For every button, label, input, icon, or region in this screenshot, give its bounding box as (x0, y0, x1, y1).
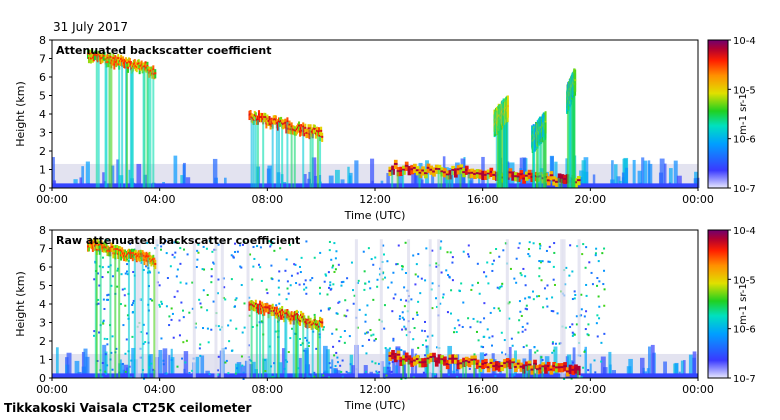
x-tick-label: 08:00 (251, 383, 283, 396)
x-axis-label: Time (UTC) (344, 399, 406, 412)
x-tick-label: 20:00 (574, 193, 606, 206)
x-tick-label: 12:00 (359, 383, 391, 396)
colorbar-tick-label: 10-7 (733, 184, 756, 195)
boundary-layer (52, 155, 700, 188)
y-tick-label: 5 (39, 280, 46, 293)
x-tick-label: 12:00 (359, 193, 391, 206)
x-axis-label: Time (UTC) (344, 209, 406, 222)
x-tick-label: 04:00 (144, 383, 176, 396)
colorbar-tick-label: 10-7 (733, 374, 756, 385)
chart-panel-1: 0 1 2 3 4 5 6 7 8 00:00 04:00 08:00 12:00 16:00 20:00 0… (14, 34, 756, 222)
panel-title: Raw attenuated backscatter coefficient (56, 234, 300, 247)
x-tick-label: 08:00 (251, 193, 283, 206)
y-tick-label: 6 (39, 261, 46, 274)
x-tick-label: 20:00 (574, 383, 606, 396)
feature-cloud-layer-2 (86, 237, 157, 378)
x-tick-label: 00:00 (682, 383, 714, 396)
y-tick-label: 2 (39, 145, 46, 158)
colorbar-tick-label: 10-5 (733, 275, 756, 286)
y-tick-label: 4 (39, 108, 46, 121)
colorbar-unit-label: m-1 sr-1 (738, 283, 749, 325)
date-label: 31 July 2017 (53, 20, 129, 34)
y-tick-label: 6 (39, 71, 46, 84)
feature-cloud-layer-3 (388, 159, 581, 188)
feature-cloud-patch-5 (531, 111, 547, 188)
x-tick-label: 16:00 (467, 383, 499, 396)
colorbar-tick-label: 10-5 (733, 85, 756, 96)
x-tick-label: 00:00 (36, 383, 68, 396)
x-tick-label: 00:00 (36, 193, 68, 206)
colorbar-tick-label: 10-6 (733, 325, 756, 336)
colorbar: 10-4 10-5 10-6 10-7 m-1 sr-1 (707, 226, 756, 385)
y-tick-label: 0 (39, 182, 46, 195)
instrument-label: Tikkakoski Vaisala CT25K ceilometer (4, 401, 252, 415)
feature-cloud-patch-6 (566, 68, 577, 188)
y-axis-label: Height (km) (14, 271, 27, 337)
x-tick-label: 16:00 (467, 193, 499, 206)
y-tick-label: 1 (39, 354, 46, 367)
plot-area (52, 40, 698, 188)
feature-cloud-layer-4 (388, 349, 581, 378)
y-tick-label: 4 (39, 298, 46, 311)
feature-cloud-layer-3 (248, 299, 324, 378)
colorbar-scale (707, 229, 729, 379)
y-tick-label: 5 (39, 90, 46, 103)
feature-cloud-layer-2 (248, 110, 324, 188)
colorbar-tick-label: 10-4 (733, 226, 756, 237)
y-tick-label: 2 (39, 335, 46, 348)
colorbar-tick-label: 10-6 (733, 135, 756, 146)
y-tick-label: 8 (39, 224, 46, 237)
y-tick-label: 1 (39, 164, 46, 177)
y-tick-label: 8 (39, 34, 46, 47)
x-tick-label: 00:00 (682, 193, 714, 206)
y-tick-label: 3 (39, 127, 46, 140)
x-tick-label: 04:00 (144, 193, 176, 206)
y-axis-label: Height (km) (14, 81, 27, 147)
y-tick-label: 7 (39, 243, 46, 256)
y-tick-label: 3 (39, 317, 46, 330)
colorbar-unit-label: m-1 sr-1 (738, 93, 749, 135)
colorbar-scale (707, 39, 729, 189)
feature-cloud-layer-1 (86, 48, 157, 189)
panel-title: Attenuated backscatter coefficient (56, 44, 272, 57)
chart-panel-2: 0 1 2 3 4 5 6 7 8 00:00 04:00 08:00 12:00 16:00 20:00 0… (14, 224, 756, 412)
feature-noise-region-1 (93, 239, 606, 380)
feature-cloud-patch-4 (493, 95, 509, 188)
colorbar: 10-4 10-5 10-6 10-7 m-1 sr-1 (707, 36, 756, 195)
colorbar-tick-label: 10-4 (733, 36, 756, 47)
y-tick-label: 7 (39, 53, 46, 66)
y-tick-label: 0 (39, 372, 46, 385)
